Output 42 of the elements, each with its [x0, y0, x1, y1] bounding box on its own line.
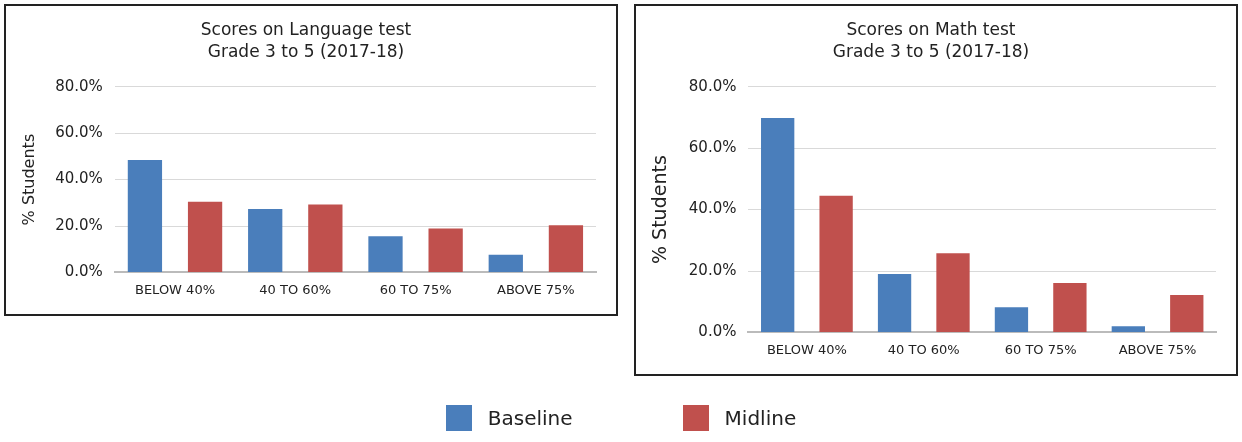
chart-subtitle: Grade 3 to 5 (2017-18) [207, 41, 405, 62]
y-axis-title: % Students [648, 155, 671, 264]
y-axis-title: % Students [18, 133, 38, 226]
y-tick-label: 20.0% [55, 215, 103, 234]
bar [308, 204, 343, 272]
bar [488, 254, 523, 272]
legend-label: Baseline [487, 406, 573, 430]
x-tick-label: ABOVE 75% [496, 281, 575, 297]
x-tick-label: BELOW 40% [766, 341, 847, 357]
y-tick-label: 60.0% [55, 123, 103, 142]
bar [761, 118, 795, 332]
x-tick-label: ABOVE 75% [1118, 341, 1197, 357]
y-tick-label: 60.0% [688, 138, 737, 157]
bar [248, 209, 283, 272]
x-tick-label: 40 TO 60% [887, 341, 960, 357]
bar [1170, 294, 1204, 332]
x-tick-label: BELOW 40% [134, 281, 216, 297]
bar [127, 160, 163, 272]
y-tick-label: 40.0% [688, 199, 737, 218]
bar [936, 253, 970, 332]
bar [877, 274, 912, 332]
bar [548, 225, 584, 272]
bar [994, 307, 1029, 332]
bar [368, 236, 403, 272]
y-tick-label: 0.0% [698, 322, 737, 341]
y-tick-label: 40.0% [55, 169, 103, 188]
chart-title: Scores on Language test [200, 18, 412, 39]
bar [428, 228, 463, 272]
x-tick-label: 60 TO 75% [1004, 341, 1077, 357]
x-tick-label: 60 TO 75% [379, 281, 452, 297]
y-tick-label: 80.0% [688, 76, 737, 95]
bar [1053, 282, 1087, 332]
y-tick-label: 20.0% [688, 260, 737, 279]
bar [187, 201, 223, 272]
x-tick-label: 40 TO 60% [259, 281, 332, 297]
bar [819, 195, 853, 332]
chart-title: Scores on Math test [846, 18, 1016, 39]
chart-subtitle: Grade 3 to 5 (2017-18) [832, 41, 1030, 62]
y-tick-label: 0.0% [64, 262, 103, 281]
bar [1111, 326, 1145, 332]
legend-label: Midline [724, 406, 797, 430]
y-tick-label: 80.0% [55, 76, 103, 95]
